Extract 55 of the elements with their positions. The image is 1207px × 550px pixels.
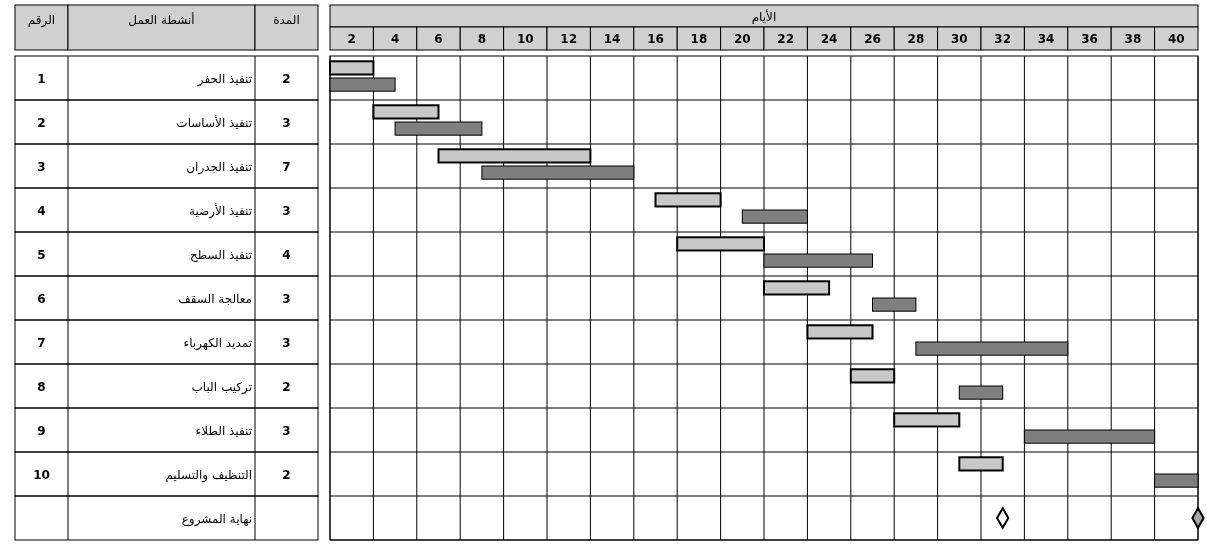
y2-tick-label: 4: [37, 204, 46, 218]
x-tick-label: 34: [1037, 32, 1055, 46]
x-tick-label: 26: [864, 32, 881, 46]
x-tick-label: 22: [777, 32, 795, 46]
x-axis-title: الأيام: [751, 9, 777, 24]
x-tick-label: 8: [477, 32, 487, 46]
x-tick-label: 4: [390, 32, 400, 46]
y-tick-label: معالجة السقف: [178, 292, 252, 306]
y-tick-label: تنفيذ الجدران: [186, 160, 252, 175]
x-tick-label: 10: [516, 32, 534, 46]
x-tick-label: 2: [347, 32, 356, 46]
x-tick-label: 28: [907, 32, 925, 46]
x-tick-label: 12: [560, 32, 578, 46]
y-tick-label: تنفيذ الطلاء: [195, 424, 252, 438]
data-label: 3: [282, 204, 291, 218]
data-label: 2: [282, 72, 291, 86]
y-tick-label: تنفيذ الأرضية: [189, 203, 252, 219]
x-tick-label: 32: [994, 32, 1012, 46]
data-label: 2: [282, 380, 291, 394]
x-tick-label: 30: [950, 32, 968, 46]
y2-tick-label: 6: [37, 292, 46, 306]
x-tick-label: 36: [1081, 32, 1098, 46]
y-tick-label: تركيب الباب: [191, 380, 252, 395]
y2-tick-label: 3: [37, 160, 46, 174]
x-tick-label: 40: [1167, 32, 1185, 46]
y-tick-label: تنفيذ السطح: [189, 248, 252, 262]
x-tick-label: 14: [603, 32, 621, 46]
y2-tick-label: 5: [37, 248, 46, 262]
data-label: 3: [282, 292, 291, 306]
x-tick-label: 18: [690, 32, 708, 46]
x-tick-label: 38: [1124, 32, 1142, 46]
text: المدة: [273, 13, 300, 27]
y-axis-title: أنشطة العمل: [128, 12, 195, 27]
y2-tick-label: 9: [37, 424, 46, 438]
x-tick-label: 6: [434, 32, 443, 46]
y2-tick-label: 7: [37, 336, 46, 350]
data-label: 3: [282, 336, 291, 350]
y2-tick-label: 8: [37, 380, 46, 394]
data-label: 2: [282, 468, 291, 482]
y-tick-label: تنفيذ الأساسات: [176, 115, 252, 130]
x-tick-label: 16: [647, 32, 664, 46]
y-tick-label: التنظيف والتسليم: [165, 468, 252, 483]
y2-tick-label: 2: [37, 116, 46, 130]
y2-tick-label: 1: [37, 72, 46, 86]
data-label: 7: [282, 160, 291, 174]
text: الرقم: [27, 13, 56, 28]
data-label: 4: [282, 248, 291, 262]
y-tick-label: تمديد الكهرباء: [183, 336, 252, 351]
y-tick-label: تنفيذ الحفر: [196, 72, 252, 87]
x-tick-label: 24: [820, 32, 838, 46]
y-tick-label: نهاية المشروع: [181, 512, 252, 527]
y2-tick-label: 10: [33, 468, 50, 482]
data-label: 3: [282, 424, 291, 438]
x-tick-label: 20: [733, 32, 751, 46]
data-label: 3: [282, 116, 291, 130]
